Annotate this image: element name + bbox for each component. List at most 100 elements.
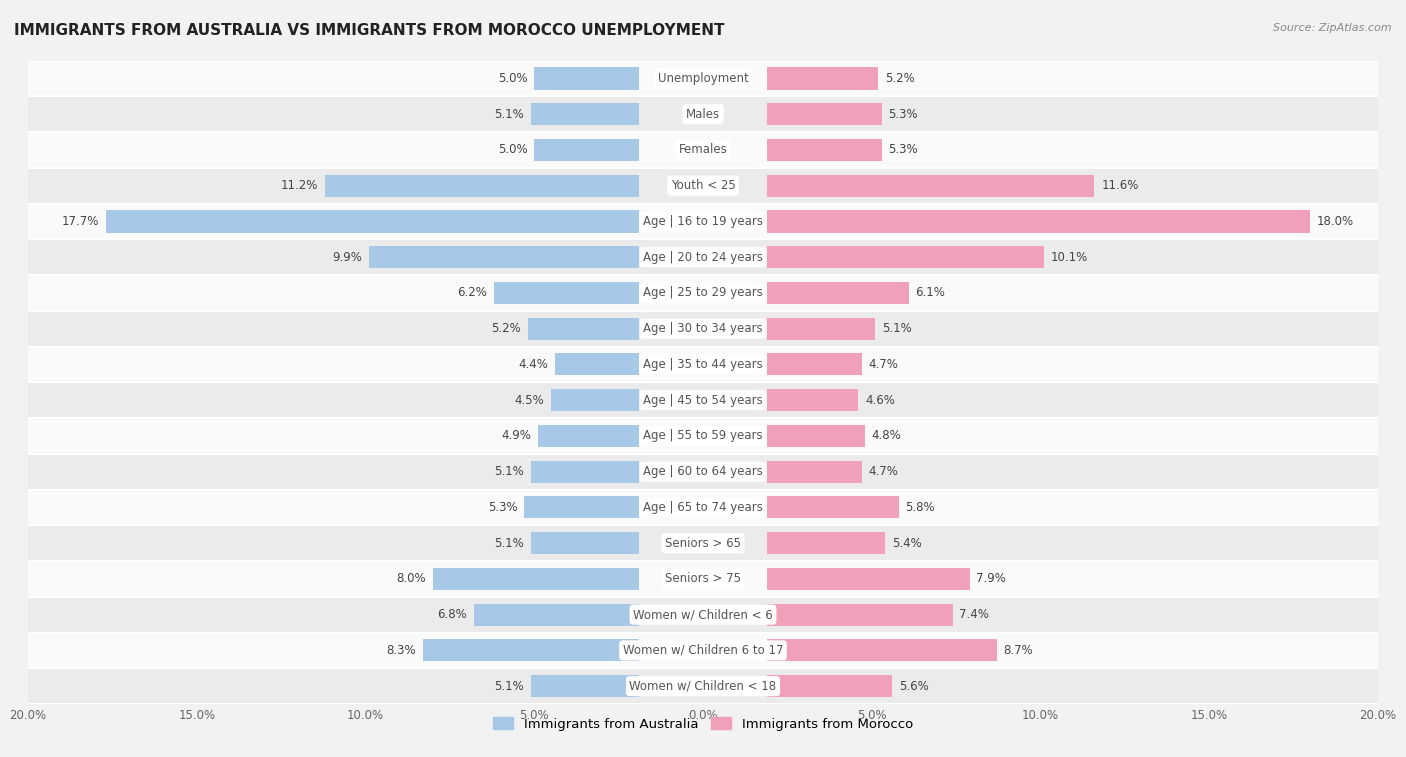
Bar	[368, 246, 638, 268]
Text: 6.8%: 6.8%	[437, 608, 467, 621]
Text: Age | 45 to 54 years: Age | 45 to 54 years	[643, 394, 763, 407]
Text: Unemployment: Unemployment	[658, 72, 748, 85]
Text: 5.1%: 5.1%	[495, 107, 524, 120]
Bar	[768, 568, 970, 590]
Text: 18.0%: 18.0%	[1317, 215, 1354, 228]
Bar	[433, 568, 638, 590]
Bar	[537, 425, 638, 447]
Bar	[105, 210, 638, 232]
Bar	[28, 525, 1378, 561]
Bar	[28, 96, 1378, 132]
Bar	[325, 175, 638, 197]
Text: 4.7%: 4.7%	[869, 465, 898, 478]
Bar	[768, 139, 882, 161]
Bar	[474, 603, 638, 626]
Text: Males: Males	[686, 107, 720, 120]
Text: 5.0%: 5.0%	[498, 143, 527, 157]
Bar	[768, 497, 898, 519]
Bar	[768, 210, 1310, 232]
Text: IMMIGRANTS FROM AUSTRALIA VS IMMIGRANTS FROM MOROCCO UNEMPLOYMENT: IMMIGRANTS FROM AUSTRALIA VS IMMIGRANTS …	[14, 23, 724, 38]
Bar	[28, 633, 1378, 668]
Text: Women w/ Children < 18: Women w/ Children < 18	[630, 680, 776, 693]
Bar	[534, 67, 638, 89]
Text: 4.6%: 4.6%	[865, 394, 894, 407]
Bar	[423, 640, 638, 662]
Bar	[531, 675, 638, 697]
Text: Source: ZipAtlas.com: Source: ZipAtlas.com	[1274, 23, 1392, 33]
Bar	[494, 282, 638, 304]
Bar	[768, 175, 1094, 197]
Bar	[768, 425, 865, 447]
Text: Seniors > 75: Seniors > 75	[665, 572, 741, 585]
Text: Age | 25 to 29 years: Age | 25 to 29 years	[643, 286, 763, 300]
Bar	[28, 453, 1378, 490]
Text: 6.1%: 6.1%	[915, 286, 945, 300]
Text: 5.8%: 5.8%	[905, 501, 935, 514]
Bar	[768, 532, 886, 554]
Text: Age | 60 to 64 years: Age | 60 to 64 years	[643, 465, 763, 478]
Bar	[768, 67, 879, 89]
Bar	[28, 347, 1378, 382]
Text: 11.2%: 11.2%	[281, 179, 318, 192]
Text: 5.0%: 5.0%	[498, 72, 527, 85]
Text: 5.1%: 5.1%	[495, 680, 524, 693]
Bar	[768, 318, 875, 340]
Bar	[551, 389, 638, 411]
Text: 4.4%: 4.4%	[517, 358, 548, 371]
Text: 8.3%: 8.3%	[387, 644, 416, 657]
Text: 5.1%: 5.1%	[882, 322, 911, 335]
Bar	[28, 239, 1378, 275]
Bar	[524, 497, 638, 519]
Text: 5.3%: 5.3%	[488, 501, 517, 514]
Bar	[28, 311, 1378, 347]
Legend: Immigrants from Australia, Immigrants from Morocco: Immigrants from Australia, Immigrants fr…	[488, 712, 918, 736]
Text: Women w/ Children 6 to 17: Women w/ Children 6 to 17	[623, 644, 783, 657]
Text: 4.5%: 4.5%	[515, 394, 544, 407]
Text: Youth < 25: Youth < 25	[671, 179, 735, 192]
Text: 5.3%: 5.3%	[889, 107, 918, 120]
Bar	[28, 418, 1378, 453]
Text: 17.7%: 17.7%	[62, 215, 98, 228]
Bar	[768, 103, 882, 125]
Bar	[534, 139, 638, 161]
Bar	[28, 561, 1378, 597]
Bar	[768, 282, 908, 304]
Text: 5.1%: 5.1%	[495, 465, 524, 478]
Text: Age | 20 to 24 years: Age | 20 to 24 years	[643, 251, 763, 263]
Bar	[28, 490, 1378, 525]
Text: Seniors > 65: Seniors > 65	[665, 537, 741, 550]
Text: 5.4%: 5.4%	[891, 537, 922, 550]
Text: 9.9%: 9.9%	[332, 251, 363, 263]
Text: 8.0%: 8.0%	[396, 572, 426, 585]
Text: 5.1%: 5.1%	[495, 537, 524, 550]
Bar	[28, 668, 1378, 704]
Text: 5.6%: 5.6%	[898, 680, 928, 693]
Bar	[768, 640, 997, 662]
Bar	[28, 597, 1378, 633]
Text: 7.9%: 7.9%	[976, 572, 1007, 585]
Bar	[28, 275, 1378, 311]
Bar	[28, 204, 1378, 239]
Text: 11.6%: 11.6%	[1101, 179, 1139, 192]
Text: 5.3%: 5.3%	[889, 143, 918, 157]
Text: 5.2%: 5.2%	[886, 72, 915, 85]
Bar	[768, 389, 858, 411]
Text: 5.2%: 5.2%	[491, 322, 520, 335]
Text: 10.1%: 10.1%	[1050, 251, 1088, 263]
Bar	[768, 675, 891, 697]
Bar	[531, 460, 638, 483]
Text: Age | 16 to 19 years: Age | 16 to 19 years	[643, 215, 763, 228]
Text: Age | 65 to 74 years: Age | 65 to 74 years	[643, 501, 763, 514]
Bar	[554, 354, 638, 375]
Text: 6.2%: 6.2%	[457, 286, 486, 300]
Text: 4.7%: 4.7%	[869, 358, 898, 371]
Text: Females: Females	[679, 143, 727, 157]
Text: Age | 30 to 34 years: Age | 30 to 34 years	[643, 322, 763, 335]
Text: 4.9%: 4.9%	[501, 429, 531, 442]
Bar	[28, 382, 1378, 418]
Text: Age | 35 to 44 years: Age | 35 to 44 years	[643, 358, 763, 371]
Bar	[768, 603, 953, 626]
Text: Age | 55 to 59 years: Age | 55 to 59 years	[643, 429, 763, 442]
Bar	[768, 354, 862, 375]
Bar	[531, 103, 638, 125]
